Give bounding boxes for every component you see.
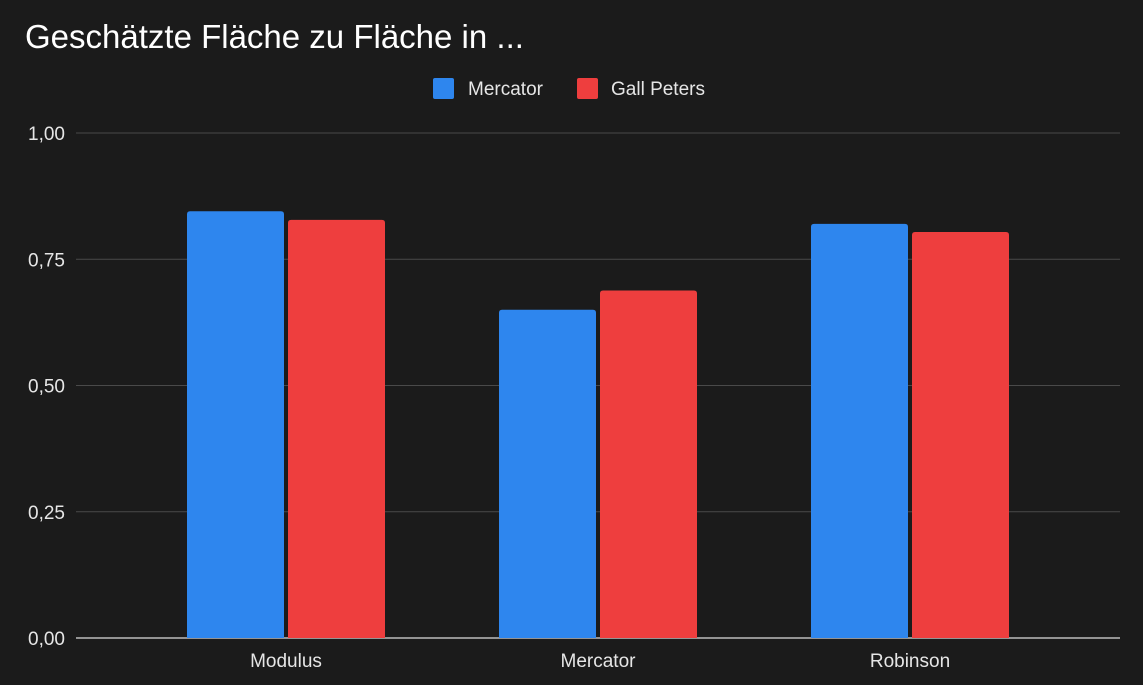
bar-mercator-gall-peters — [600, 290, 697, 638]
y-tick-label: 0,00 — [28, 629, 65, 650]
legend-swatch-mercator — [433, 78, 454, 99]
x-axis-category-labels: Modulus Mercator Robinson — [250, 651, 950, 672]
bar-modulus-gall-peters — [288, 219, 385, 639]
chart-title: Geschätzte Fläche zu Fläche in ... — [25, 18, 524, 55]
bar-mercator-mercator — [499, 309, 596, 638]
bar-robinson-gall-peters — [912, 231, 1009, 639]
x-category-label: Mercator — [561, 651, 637, 672]
y-tick-label: 0,75 — [28, 250, 65, 271]
legend-label-gall-peters: Gall Peters — [611, 79, 705, 100]
legend-swatch-gall-peters — [577, 78, 598, 99]
legend: Mercator Gall Peters — [433, 78, 705, 100]
legend-label-mercator: Mercator — [468, 79, 544, 100]
y-axis-tick-labels: 0,00 0,25 0,50 0,75 1,00 — [28, 124, 65, 650]
bar-modulus-mercator — [187, 211, 284, 638]
bars — [187, 211, 1009, 639]
bar-robinson-mercator — [811, 223, 908, 638]
legend-item-mercator: Mercator — [433, 78, 544, 100]
x-category-label: Robinson — [870, 651, 950, 672]
x-category-label: Modulus — [250, 651, 322, 672]
y-tick-label: 0,50 — [28, 377, 65, 398]
legend-item-gall-peters: Gall Peters — [577, 78, 705, 100]
y-tick-label: 1,00 — [28, 124, 65, 145]
y-tick-label: 0,25 — [28, 503, 65, 524]
